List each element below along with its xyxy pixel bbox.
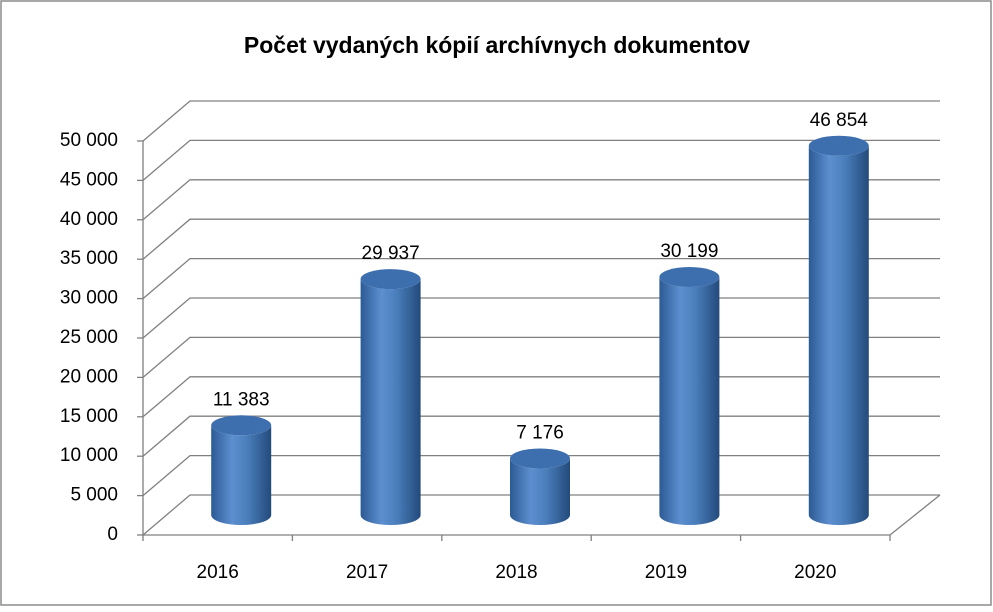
grid-line [142, 179, 940, 221]
bar [360, 279, 421, 525]
y-tick-label: 45 000 [60, 169, 118, 190]
value-label: 11 383 [213, 389, 270, 410]
y-tick-label: 20 000 [60, 366, 118, 387]
grid-line [142, 257, 940, 300]
bar [211, 425, 272, 525]
value-label: 29 937 [362, 243, 420, 264]
bar-top [211, 415, 272, 436]
bar-top [510, 448, 570, 469]
y-tick-label: 10 000 [60, 445, 118, 466]
grid-line [142, 100, 940, 142]
value-label: 7 176 [516, 422, 564, 443]
grid-line [142, 139, 940, 181]
bar [808, 145, 869, 526]
bar-top [360, 269, 421, 290]
y-tick-label: 50 000 [60, 130, 118, 151]
y-tick-label: 30 000 [60, 288, 118, 309]
y-tick-label: 35 000 [60, 248, 118, 269]
bar [510, 458, 570, 525]
x-tick-label: 2018 [495, 562, 537, 583]
y-tick-label: 0 [107, 524, 118, 545]
x-tick-label: 2019 [645, 562, 687, 583]
y-tick-label: 25 000 [60, 327, 118, 348]
y-tick-label: 15 000 [60, 406, 118, 427]
x-tick-label: 2016 [197, 562, 239, 583]
value-label: 30 199 [660, 241, 718, 262]
x-tick-label: 2020 [794, 562, 836, 583]
grid-line [142, 218, 940, 260]
y-tick-label: 5 000 [70, 485, 118, 506]
chart-title: Počet vydaných kópií archívnych dokument… [244, 32, 750, 58]
value-label: 46 854 [810, 110, 869, 131]
y-tick-label: 40 000 [60, 209, 118, 230]
bar [659, 277, 720, 525]
bar-top [808, 135, 869, 156]
bar-top [659, 267, 720, 288]
x-tick-label: 2017 [346, 562, 388, 583]
